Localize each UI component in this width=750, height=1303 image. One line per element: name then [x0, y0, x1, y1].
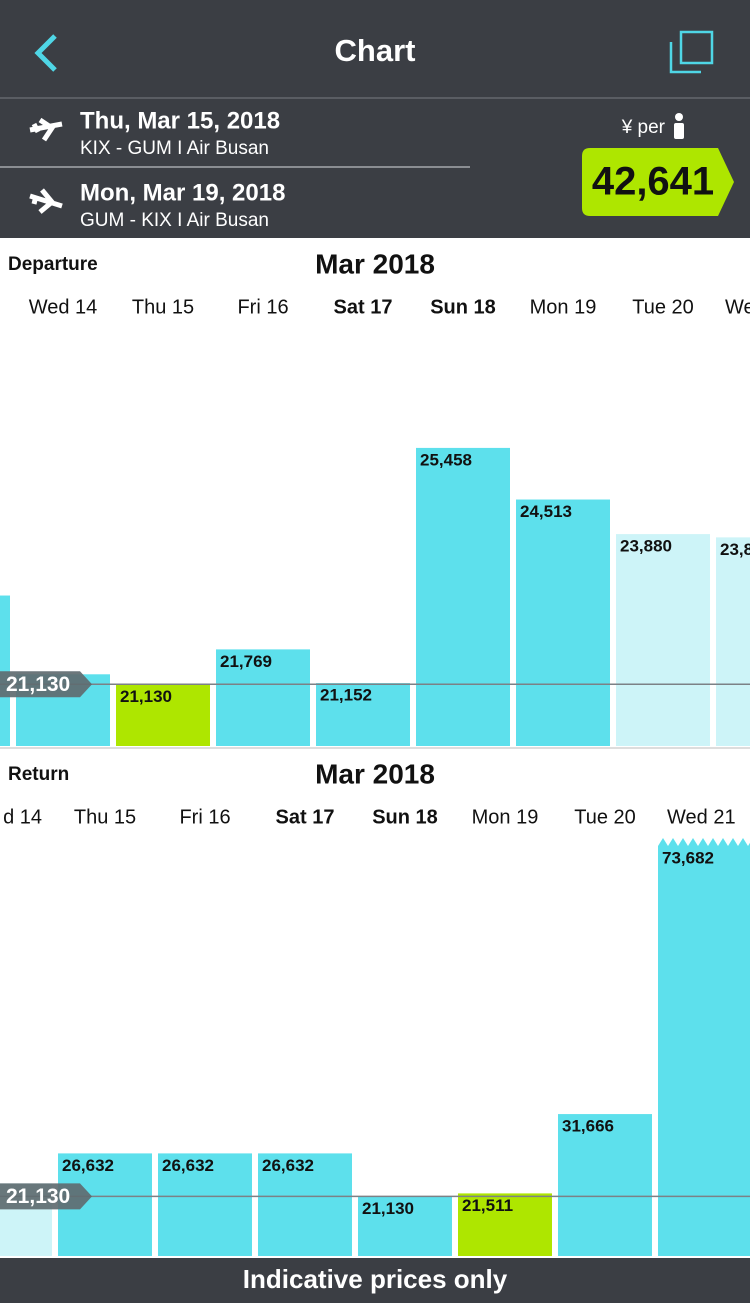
- day-label: Tue 20: [574, 806, 636, 828]
- bar: [558, 1114, 652, 1256]
- bar-label: 26,632: [162, 1156, 214, 1175]
- bar-label: 26,632: [62, 1156, 114, 1175]
- bar-label: 21,130: [362, 1199, 414, 1218]
- chart-label: Departure: [8, 254, 98, 275]
- day-label: Sun 18: [372, 806, 438, 828]
- bar: [316, 683, 410, 746]
- bar: [616, 534, 710, 746]
- return-icon: [29, 188, 63, 214]
- copy-button[interactable]: [669, 30, 714, 74]
- bar: [416, 447, 510, 746]
- footer-bg: [0, 1258, 750, 1303]
- bar: [216, 649, 310, 746]
- bar: [458, 1193, 552, 1256]
- bar-label: 21,152: [320, 686, 372, 705]
- price-badge: [582, 148, 734, 216]
- day-label: Mon 19: [530, 296, 597, 318]
- day-label: Fri 16: [237, 296, 288, 318]
- day-label: Thu 15: [74, 806, 136, 828]
- outbound-icon: [29, 117, 63, 142]
- bar-label: 24,513: [520, 502, 572, 521]
- price-value: 42,641: [592, 160, 714, 204]
- footer: Indicative prices only: [243, 1264, 508, 1294]
- reference-marker: [0, 671, 92, 698]
- bar: [116, 684, 210, 746]
- bar-label: 21,511: [462, 1196, 513, 1215]
- bar-label: 73,682: [662, 848, 714, 867]
- bar: [358, 1196, 452, 1256]
- back-button[interactable]: [34, 34, 57, 72]
- flight-route: KIX - GUM I Air Busan: [80, 138, 269, 159]
- price-unit: ¥ per: [621, 117, 666, 138]
- chart-label: Return: [8, 764, 69, 785]
- day-label: Thu 15: [132, 296, 194, 318]
- reference-label: 21,130: [6, 673, 70, 696]
- day-label: Fri 16: [179, 806, 230, 828]
- reference-label: 21,130: [6, 1185, 70, 1208]
- bar-label: 26,632: [262, 1156, 314, 1175]
- bar-label: 21,130: [120, 687, 172, 706]
- bar: [516, 499, 610, 746]
- day-label: Wed 21: [667, 806, 736, 828]
- bar: [158, 1153, 252, 1256]
- chart-title: Mar 2018: [315, 758, 435, 789]
- bar-label: 23,8: [720, 540, 750, 559]
- day-label: Sun 18: [430, 296, 496, 318]
- day-label: We: [725, 296, 750, 318]
- chart-title: Mar 2018: [315, 248, 435, 279]
- flight-date: Thu, Mar 15, 2018: [80, 107, 280, 134]
- day-label: d 14: [3, 806, 42, 828]
- flight-route: GUM - KIX I Air Busan: [80, 210, 269, 231]
- day-label: Sat 17: [334, 296, 393, 318]
- reference-marker: [0, 1183, 92, 1210]
- flight-date: Mon, Mar 19, 2018: [80, 179, 285, 206]
- day-label: Mon 19: [472, 806, 539, 828]
- bar: [258, 1153, 352, 1256]
- bar: [658, 838, 750, 1256]
- person-icon: [674, 113, 684, 139]
- title: Chart: [335, 33, 416, 68]
- bar-label: 31,666: [562, 1117, 614, 1136]
- bar-label: 25,458: [420, 450, 472, 469]
- bar-label: 23,880: [620, 537, 672, 556]
- day-label: Sat 17: [276, 806, 335, 828]
- day-label: Tue 20: [632, 296, 694, 318]
- bar: [716, 537, 750, 746]
- bar-label: 21,769: [220, 652, 272, 671]
- day-label: Wed 14: [29, 296, 98, 318]
- bar: [0, 595, 10, 746]
